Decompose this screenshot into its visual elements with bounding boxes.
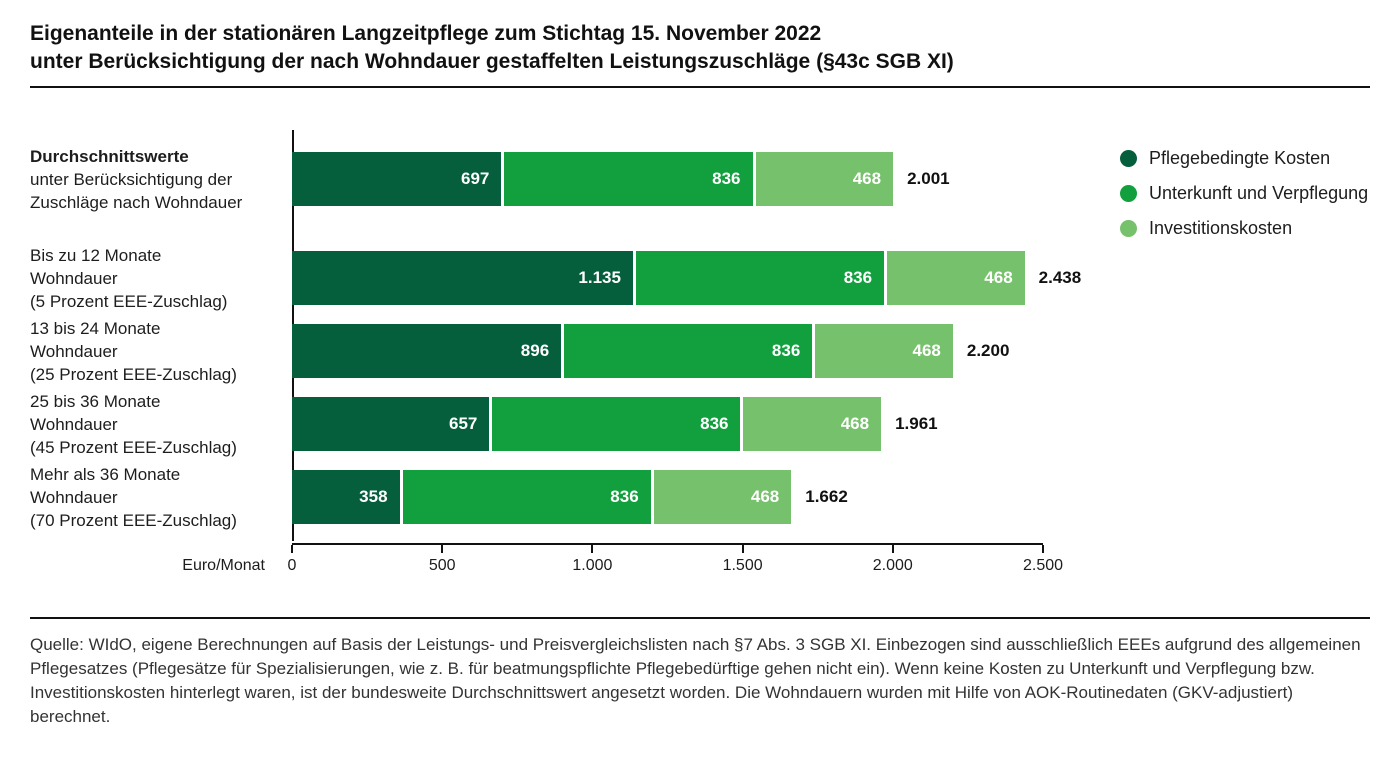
x-axis: Euro/Monat 0 500 1.000 1.500 2.000 2.500 [182, 543, 1063, 588]
bar-total-label: 1.961 [895, 414, 938, 433]
category-label: 13 bis 24 Monate Wohndauer (25 Prozent EEE… [30, 317, 292, 386]
chart-row: Mehr als 36 Monate Wohndauer (70 Prozent E… [30, 465, 1370, 530]
bar-segment: 468 [752, 152, 894, 206]
category-label-line: Bis zu 12 Monate [30, 245, 162, 265]
title-divider [30, 86, 1370, 88]
segment-value-label: 468 [984, 268, 1013, 287]
segment-value-label: 468 [912, 341, 941, 360]
category-label-line: (70 Prozent EEE-Zuschlag) [30, 510, 237, 530]
axis-unit-label: Euro/Monat [182, 557, 265, 574]
bar-total-label: 1.662 [805, 487, 848, 506]
axis-tick [441, 545, 444, 553]
chart-row: 25 bis 36 Monate Wohndauer (45 Prozent EEE… [30, 392, 1370, 457]
source-note: Quelle: WIdO, eigene Berechnungen auf Ba… [30, 635, 1361, 726]
category-label: Mehr als 36 Monate Wohndauer (70 Prozent E… [30, 463, 292, 532]
segment-value-label: 468 [840, 414, 870, 433]
category-label-line: (5 Prozent EEE-Zuschlag) [30, 291, 228, 311]
bar-segment: 1.135 [292, 251, 633, 305]
bar-segment: 468 [884, 251, 1025, 305]
bar-segment: 836 [632, 251, 885, 305]
segment-value-label: 836 [700, 414, 729, 433]
page-title-line2: unter Berücksichtigung der nach Wohndaue… [30, 50, 954, 73]
chart-row: 13 bis 24 Monate Wohndauer (25 Prozent EEE… [30, 319, 1370, 384]
footer-divider [30, 617, 1370, 619]
bar-segment: 836 [501, 152, 753, 206]
chart-row: Durchschnittswerte unter Berücksichtigung… [30, 147, 1370, 212]
category-label: Bis zu 12 Monate Wohndauer (5 Prozent EEE-… [30, 244, 292, 313]
bar-total-label: 2.438 [1038, 268, 1082, 287]
legend-color-dot [1120, 220, 1137, 237]
stacked-bar: 697 836 468 [292, 152, 894, 206]
segment-value-label: 836 [712, 169, 741, 188]
category-label: Durchschnittswerte unter Berücksichtigung… [30, 145, 292, 214]
axis-tick [1042, 545, 1044, 553]
segment-value-label: 836 [771, 341, 801, 360]
segment-value-label: 468 [750, 487, 780, 506]
segment-value-label: 836 [843, 268, 873, 287]
bar-segment: 468 [650, 470, 792, 524]
axis-tick-label: 1.000 [572, 557, 613, 574]
stacked-bar: 358 836 468 [292, 470, 792, 524]
legend-label: Investitionskosten [1149, 218, 1293, 238]
legend-color-dot [1120, 185, 1137, 202]
axis-tick-label: 0 [287, 557, 297, 574]
axis-tick [891, 545, 894, 553]
segment-value-label: 896 [520, 341, 550, 360]
bar-segment: 657 [292, 397, 490, 451]
stacked-bar-chart: Durchschnittswerte unter Berücksichtigung… [30, 130, 1370, 588]
segment-value-label: 697 [461, 169, 490, 188]
page-title-line1: Eigenanteile in der stationären Langzeit… [30, 22, 822, 45]
category-label-line: Zuschläge nach Wohndauer [30, 192, 243, 212]
stacked-bar: 1.135 836 468 [292, 251, 1025, 305]
category-label: 25 bis 36 Monate Wohndauer (45 Prozent EEE… [30, 390, 292, 459]
segment-value-label: 358 [359, 487, 388, 506]
bar-segment: 468 [740, 397, 882, 451]
bar-total-label: 2.001 [907, 169, 950, 188]
category-label-line: Wohndauer [30, 487, 118, 507]
segment-value-label: 836 [610, 487, 639, 506]
bar-segment: 468 [812, 324, 953, 378]
axis-tick-label: 1.500 [722, 557, 763, 574]
bar-segment: 836 [489, 397, 741, 451]
bar-segment: 896 [292, 324, 562, 378]
axis-tick-label: 500 [428, 557, 456, 574]
segment-value-label: 657 [448, 414, 478, 433]
category-label-line: Mehr als 36 Monate [30, 464, 181, 484]
category-label-line: 13 bis 24 Monate [30, 318, 161, 338]
category-label-line: 25 bis 36 Monate [30, 391, 161, 411]
category-label-line: (45 Prozent EEE-Zuschlag) [30, 437, 237, 457]
bar-segment: 358 [292, 470, 400, 524]
legend-label: Unterkunft und Verpflegung [1149, 183, 1369, 203]
stacked-bar: 657 836 468 [292, 397, 882, 451]
axis-tick-label: 2.000 [872, 557, 913, 574]
legend-color-dot [1120, 150, 1137, 167]
axis-tick [291, 545, 293, 553]
legend-item: Unterkunft und Verpflegung [1120, 183, 1368, 204]
chart-rows: Durchschnittswerte unter Berücksichtigung… [30, 147, 1370, 530]
category-label-line: unter Berücksichtigung der [30, 169, 233, 189]
category-label-line: (25 Prozent EEE-Zuschlag) [30, 364, 237, 384]
legend-item: Investitionskosten [1120, 218, 1368, 239]
axis-tick [591, 545, 594, 553]
stacked-bar: 896 836 468 [292, 324, 953, 378]
bar-segment: 836 [399, 470, 651, 524]
category-label-line: Durchschnittswerte [30, 146, 189, 166]
page-title: Eigenanteile in der stationären Langzeit… [30, 20, 1370, 76]
category-label-line: Wohndauer [30, 414, 118, 434]
category-label-line: Wohndauer [30, 341, 118, 361]
bar-total-label: 2.200 [966, 341, 1010, 360]
category-label-line: Wohndauer [30, 268, 118, 288]
bar-segment: 697 [292, 152, 502, 206]
segment-value-label: 1.135 [578, 268, 621, 287]
bar-segment: 836 [561, 324, 813, 378]
legend: Pflegebedingte Kosten Unterkunft und Verp… [1120, 148, 1368, 253]
legend-label: Pflegebedingte Kosten [1149, 148, 1331, 168]
chart-row: Bis zu 12 Monate Wohndauer (5 Prozent EEE-… [30, 246, 1370, 311]
axis-tick-label: 2.500 [1022, 557, 1064, 574]
axis-tick [741, 545, 744, 553]
segment-value-label: 468 [852, 169, 882, 188]
legend-item: Pflegebedingte Kosten [1120, 148, 1368, 169]
page: Eigenanteile in der stationären Langzeit… [0, 20, 1400, 729]
